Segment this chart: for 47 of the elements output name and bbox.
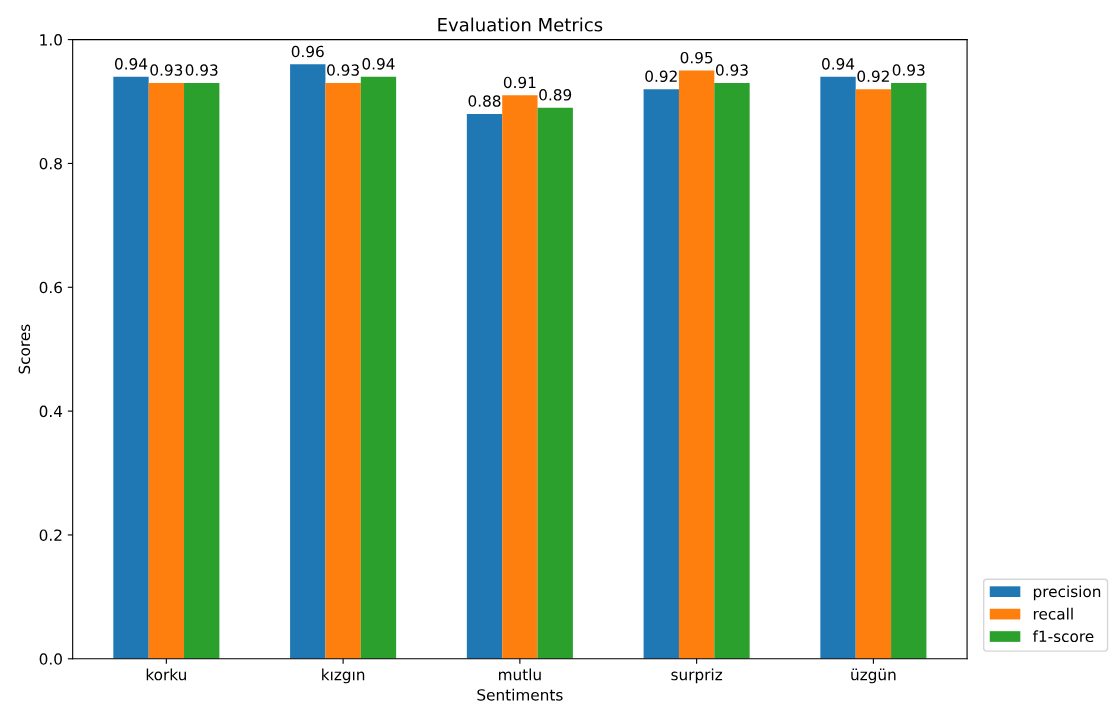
bar	[466, 113, 503, 659]
data-label: 0.93	[327, 64, 359, 76]
data-label: 0.93	[185, 64, 218, 76]
y-tick-label: 0.8	[39, 157, 62, 170]
legend-label: f1-score	[1032, 630, 1094, 643]
x-tick-label: kızgın	[322, 668, 365, 684]
x-tick-label: mutlu	[499, 668, 541, 681]
bar	[325, 82, 361, 659]
y-tick-label: 0.4	[39, 405, 63, 418]
bar	[891, 82, 927, 659]
x-tick-label: korku	[146, 668, 186, 681]
data-label: 0.89	[539, 89, 572, 101]
x-axis-title: Sentiments	[477, 688, 563, 701]
bar	[537, 107, 573, 659]
bar	[855, 89, 892, 659]
y-axis-title: Scores	[18, 324, 31, 374]
chart-title: Evaluation Metrics	[438, 17, 603, 32]
bar	[502, 95, 538, 659]
bar	[113, 76, 149, 659]
bar	[184, 82, 220, 659]
x-tick-label: üzgün	[851, 668, 896, 684]
bar	[360, 76, 397, 659]
y-tick-label: 1.0	[40, 34, 62, 46]
data-label: 0.93	[150, 64, 183, 76]
data-label: 0.96	[291, 45, 324, 58]
bar	[714, 82, 750, 659]
data-label: 0.94	[115, 58, 148, 70]
data-label: 0.92	[645, 70, 677, 83]
bar	[678, 70, 715, 659]
data-label: 0.94	[822, 58, 855, 70]
data-label: 0.92	[857, 70, 889, 83]
y-tick-label: 0.0	[39, 653, 62, 665]
data-label: 0.88	[468, 95, 501, 107]
bar	[820, 76, 856, 659]
legend-label: precision	[1033, 585, 1101, 601]
data-label: 0.94	[362, 58, 395, 70]
y-tick-label: 0.2	[39, 529, 62, 541]
x-tick-label: surpriz	[671, 668, 723, 684]
bar	[290, 64, 326, 659]
data-label: 0.93	[715, 64, 748, 76]
data-label: 0.91	[503, 76, 536, 89]
data-label: 0.93	[892, 64, 925, 76]
legend-label: recall	[1033, 607, 1073, 620]
bar	[148, 82, 185, 659]
data-label: 0.95	[680, 51, 713, 64]
bar	[643, 89, 679, 659]
y-tick-label: 0.6	[39, 281, 62, 294]
